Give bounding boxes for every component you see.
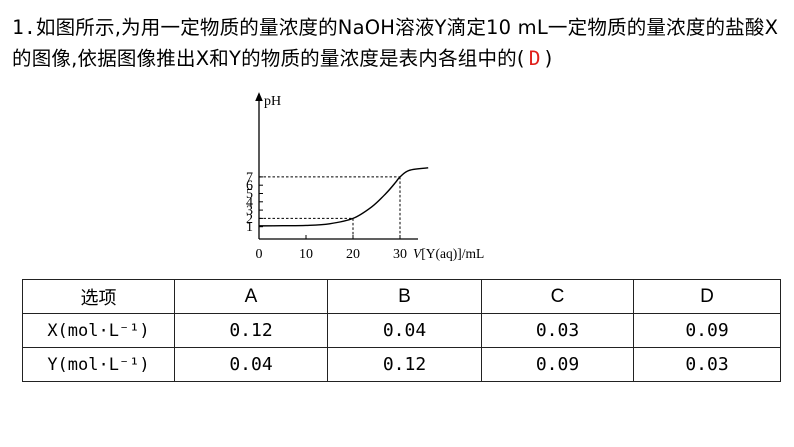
table-row: X(mol·L⁻¹) 0.12 0.04 0.03 0.09 — [22, 313, 781, 348]
question-body: 如图所示,为用一定物质的量浓度的NaOH溶液Y滴定10 mL一定物质的量浓度的盐… — [12, 16, 779, 70]
table-header-row: 选项 A B C D — [22, 279, 781, 314]
table-cell: 0.12 — [174, 313, 328, 348]
x-tick-label: 20 — [346, 247, 360, 262]
x-tick-label: 0 — [256, 247, 263, 262]
row-label: X(mol·L⁻¹) — [22, 313, 175, 348]
question-text: 1.如图所示,为用一定物质的量浓度的NaOH溶液Y滴定10 mL一定物质的量浓度… — [12, 12, 787, 74]
question-number: 1. — [12, 16, 36, 39]
table-header-cell: C — [481, 279, 634, 314]
y-tick-label: 4 — [246, 195, 253, 210]
table-cell: 0.03 — [633, 347, 781, 382]
table-row: Y(mol·L⁻¹) 0.04 0.12 0.09 0.03 — [22, 347, 781, 382]
y-axis-label: pH — [264, 94, 281, 109]
table-cell: 0.03 — [481, 313, 634, 348]
y-tick-label: 7 — [246, 170, 253, 185]
row-label: Y(mol·L⁻¹) — [22, 347, 175, 382]
chart-axes — [255, 92, 418, 240]
x-tick-label: 30 — [393, 247, 407, 262]
table-cell: 0.04 — [327, 313, 482, 348]
table-cell: 0.04 — [174, 347, 328, 382]
x-tick-label: 10 — [299, 247, 313, 262]
y-tick-label: 6 — [246, 179, 253, 194]
table-cell: 0.09 — [481, 347, 634, 382]
question-close-paren: ) — [544, 47, 553, 70]
y-tick-label: 5 — [246, 187, 253, 202]
x-axis-label-unit: [Y(aq)]/mL — [421, 246, 484, 261]
table-header-cell: A — [174, 279, 328, 314]
table-cell: 0.12 — [327, 347, 482, 382]
x-axis-label-var: V — [413, 246, 423, 261]
table-header-cell: 选项 — [22, 279, 175, 314]
x-axis-label: V[Y(aq)]/mL — [413, 246, 484, 261]
table-header-cell: B — [327, 279, 482, 314]
y-tick-label: 3 — [246, 204, 253, 219]
table-header-cell: D — [633, 279, 781, 314]
answer-letter: D — [528, 47, 541, 70]
titration-curve — [258, 167, 429, 227]
options-table: 选项 A B C D X(mol·L⁻¹) 0.12 0.04 0.03 0.0… — [22, 279, 781, 382]
y-tick-label: 1 — [246, 220, 253, 235]
table-cell: 0.09 — [633, 313, 781, 348]
y-tick-label: 2 — [246, 212, 253, 227]
